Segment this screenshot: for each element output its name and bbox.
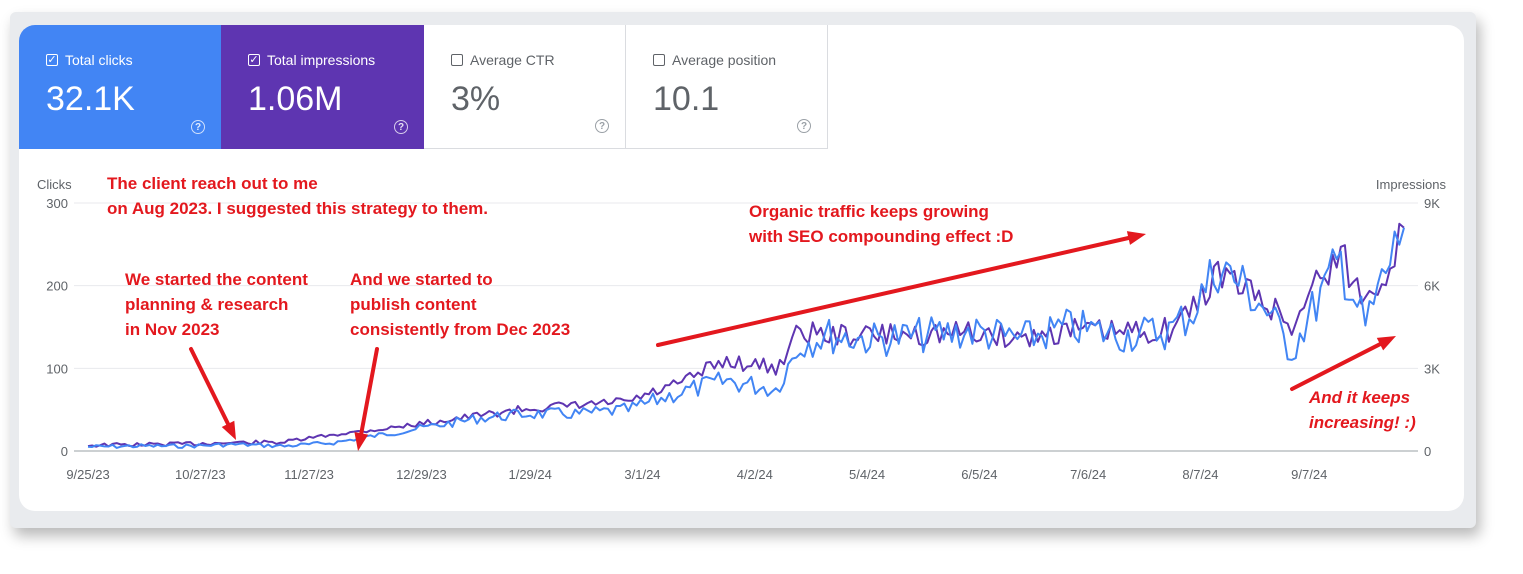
annotation-line: increasing! :) xyxy=(1309,413,1416,432)
annotation-arrows xyxy=(189,231,1396,451)
help-circle-icon[interactable]: ? xyxy=(595,119,609,133)
x-tick-label: 12/29/23 xyxy=(396,467,447,482)
annotation-line: on Aug 2023. I suggested this strategy t… xyxy=(107,199,488,218)
y-left-tick-label: 100 xyxy=(46,361,68,376)
arrow-shaft xyxy=(359,347,379,436)
y-right-tick-label: 6K xyxy=(1424,279,1440,294)
help-circle-icon[interactable]: ? xyxy=(394,120,408,134)
x-tick-label: 1/29/24 xyxy=(508,467,551,482)
annotation-increasing: And it keeps increasing! :) xyxy=(1309,385,1416,435)
annotation-line: We started the content xyxy=(125,270,308,289)
annotation-client: The client reach out to me on Aug 2023. … xyxy=(107,171,488,221)
y-left-tick-label: 300 xyxy=(46,196,68,211)
x-tick-label: 9/25/23 xyxy=(66,467,109,482)
annotation-organic: Organic traffic keeps growing with SEO c… xyxy=(749,199,1013,249)
y-left-tick-label: 0 xyxy=(61,444,68,459)
x-tick-label: 4/2/24 xyxy=(737,467,773,482)
checkbox-unchecked-icon[interactable] xyxy=(653,54,665,66)
checkbox-unchecked-icon[interactable] xyxy=(451,54,463,66)
y-right-ticks: 0 3K 6K 9K xyxy=(1424,196,1440,459)
y-right-tick-label: 3K xyxy=(1424,361,1440,376)
x-tick-label: 8/7/24 xyxy=(1182,467,1218,482)
total-impressions-label: Total impressions xyxy=(267,52,376,68)
x-tick-label: 10/27/23 xyxy=(175,467,226,482)
average-position-tile[interactable]: Average position 10.1 ? xyxy=(626,25,828,149)
x-axis-ticks: 9/25/23 10/27/23 11/27/23 12/29/23 1/29/24 3/… xyxy=(66,467,1327,482)
arrow-shaft xyxy=(656,235,1131,347)
annotation-planning: We started the content planning & resear… xyxy=(125,267,308,342)
average-ctr-label: Average CTR xyxy=(470,52,555,68)
y-left-tick-label: 200 xyxy=(46,279,68,294)
total-impressions-tile[interactable]: ✓ Total impressions 1.06M ? xyxy=(221,25,424,149)
annotation-line: with SEO compounding effect :D xyxy=(749,227,1014,246)
performance-card: ✓ Total clicks 32.1K ? ✓ Total impressio… xyxy=(19,25,1464,511)
average-position-label: Average position xyxy=(672,52,777,68)
average-ctr-tile[interactable]: Average CTR 3% ? xyxy=(424,25,626,149)
x-tick-label: 6/5/24 xyxy=(961,467,997,482)
total-clicks-tile[interactable]: ✓ Total clicks 32.1K ? xyxy=(19,25,221,149)
checkbox-checked-icon[interactable]: ✓ xyxy=(248,53,260,66)
x-tick-label: 9/7/24 xyxy=(1291,467,1327,482)
annotation-publish: And we started to publish content consis… xyxy=(350,267,570,342)
total-clicks-value: 32.1K xyxy=(46,80,135,118)
x-tick-label: 11/27/23 xyxy=(284,467,334,482)
checkbox-checked-icon[interactable]: ✓ xyxy=(46,53,58,66)
x-tick-label: 7/6/24 xyxy=(1070,467,1106,482)
help-circle-icon[interactable]: ? xyxy=(797,119,811,133)
clicks-series-line xyxy=(87,227,1405,449)
arrow-head-icon xyxy=(354,432,369,451)
annotation-line: The client reach out to me xyxy=(107,174,318,193)
y-right-axis-label: Impressions xyxy=(1376,177,1447,192)
arrow-head-icon xyxy=(1126,231,1146,245)
total-impressions-value: 1.06M xyxy=(248,80,343,118)
y-right-tick-label: 0 xyxy=(1424,444,1431,459)
impressions-series-line xyxy=(87,222,1405,448)
y-left-ticks: 0 100 200 300 xyxy=(46,196,68,459)
x-tick-label: 5/4/24 xyxy=(849,467,885,482)
y-right-tick-label: 9K xyxy=(1424,196,1440,211)
annotation-line: publish content xyxy=(350,295,477,314)
arrow-shaft xyxy=(189,347,231,426)
annotation-line: And we started to xyxy=(350,270,493,289)
annotation-line: Organic traffic keeps growing xyxy=(749,202,989,221)
chart-series xyxy=(87,222,1405,449)
help-circle-icon[interactable]: ? xyxy=(191,120,205,134)
arrow-head-icon xyxy=(1376,336,1396,351)
annotation-line: consistently from Dec 2023 xyxy=(350,320,571,339)
y-left-axis-label: Clicks xyxy=(37,177,72,192)
arrow-shaft xyxy=(1290,342,1382,391)
average-ctr-value: 3% xyxy=(451,80,501,118)
x-tick-label: 3/1/24 xyxy=(624,467,660,482)
annotation-line: And it keeps xyxy=(1309,388,1411,407)
annotation-line: in Nov 2023 xyxy=(125,320,220,339)
average-position-value: 10.1 xyxy=(653,80,720,118)
annotation-line: planning & research xyxy=(125,295,289,314)
total-clicks-label: Total clicks xyxy=(65,52,133,68)
arrow-head-icon xyxy=(221,420,236,440)
